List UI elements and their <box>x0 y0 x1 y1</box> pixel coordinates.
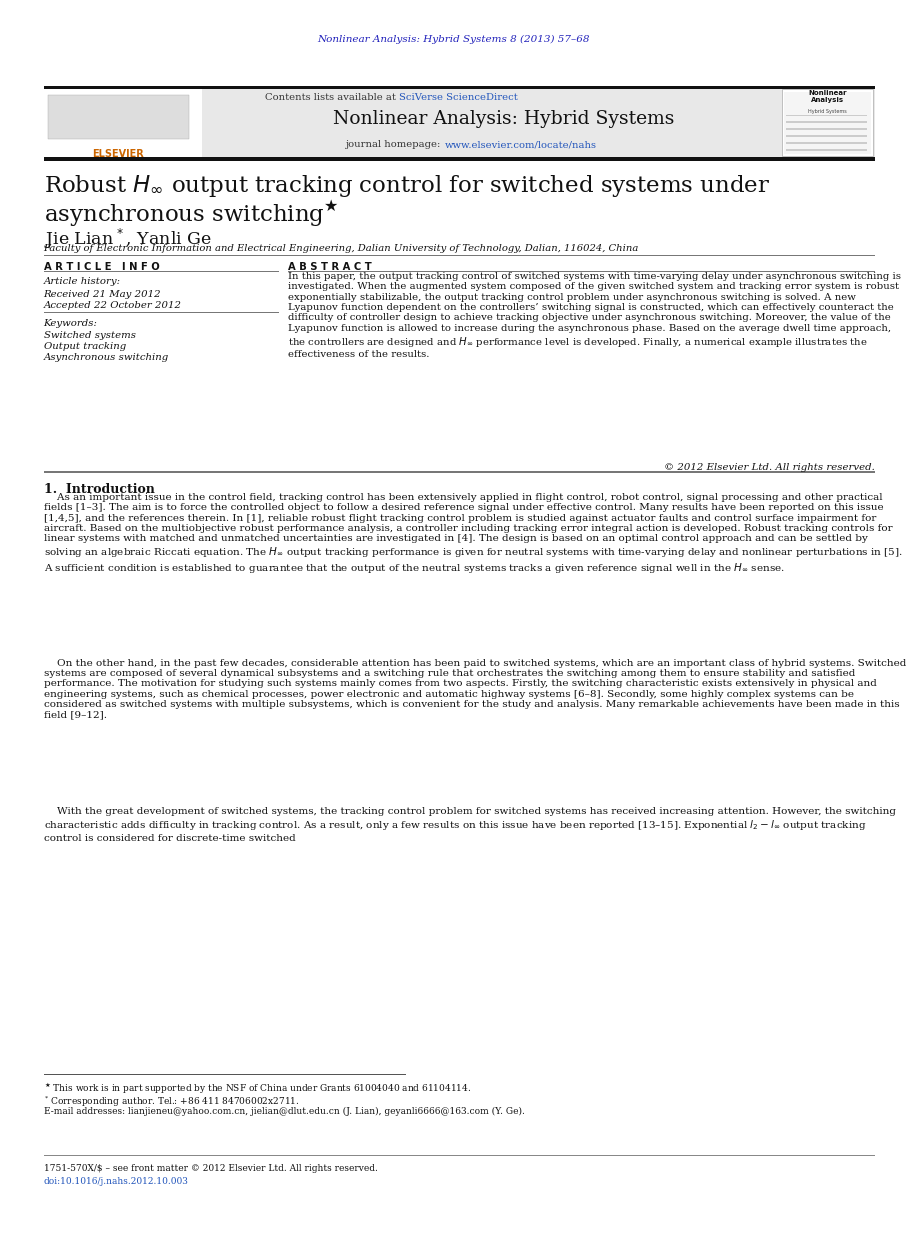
Text: A R T I C L E   I N F O: A R T I C L E I N F O <box>44 262 160 272</box>
Text: Hybrid Systems: Hybrid Systems <box>808 109 846 114</box>
Text: Faculty of Electronic Information and Electrical Engineering, Dalian University : Faculty of Electronic Information and El… <box>44 244 639 253</box>
Text: www.elsevier.com/locate/nahs: www.elsevier.com/locate/nahs <box>444 140 597 150</box>
Text: Nonlinear Analysis: Hybrid Systems: Nonlinear Analysis: Hybrid Systems <box>333 110 674 128</box>
Text: E-mail addresses: lianjieneu@yahoo.com.cn, jielian@dlut.edu.cn (J. Lian), geyanl: E-mail addresses: lianjieneu@yahoo.com.c… <box>44 1107 524 1115</box>
Text: In this paper, the output tracking control of switched systems with time-varying: In this paper, the output tracking contr… <box>288 272 902 359</box>
Bar <box>786 150 867 151</box>
Text: Nonlinear Analysis: Hybrid Systems 8 (2013) 57–68: Nonlinear Analysis: Hybrid Systems 8 (20… <box>317 35 590 43</box>
Bar <box>44 89 202 157</box>
Text: Contents lists available at: Contents lists available at <box>265 93 399 103</box>
Text: Switched systems: Switched systems <box>44 331 135 339</box>
Text: 1751-570X/$ – see front matter © 2012 Elsevier Ltd. All rights reserved.: 1751-570X/$ – see front matter © 2012 El… <box>44 1164 377 1172</box>
Bar <box>44 157 875 161</box>
Bar <box>44 85 875 89</box>
Text: Nonlinear
Analysis: Nonlinear Analysis <box>808 90 846 104</box>
Text: Accepted 22 October 2012: Accepted 22 October 2012 <box>44 301 181 310</box>
Bar <box>786 115 867 116</box>
Text: As an important issue in the control field, tracking control has been extensivel: As an important issue in the control fie… <box>44 493 902 576</box>
Text: doi:10.1016/j.nahs.2012.10.003: doi:10.1016/j.nahs.2012.10.003 <box>44 1177 189 1186</box>
Bar <box>44 255 875 256</box>
Text: © 2012 Elsevier Ltd. All rights reserved.: © 2012 Elsevier Ltd. All rights reserved… <box>665 463 875 472</box>
Bar <box>784 92 871 154</box>
Bar <box>48 95 189 139</box>
Bar <box>786 135 867 137</box>
Text: 1.  Introduction: 1. Introduction <box>44 483 154 496</box>
Text: Robust $H_{\infty}$ output tracking control for switched systems under: Robust $H_{\infty}$ output tracking cont… <box>44 173 770 199</box>
Bar <box>782 89 873 156</box>
Bar <box>44 472 875 473</box>
Text: Article history:: Article history: <box>44 277 121 286</box>
Bar <box>44 89 875 157</box>
Text: Asynchronous switching: Asynchronous switching <box>44 353 169 361</box>
Text: Received 21 May 2012: Received 21 May 2012 <box>44 290 161 298</box>
Text: With the great development of switched systems, the tracking control problem for: With the great development of switched s… <box>44 807 895 843</box>
Bar <box>786 121 867 124</box>
Text: ELSEVIER: ELSEVIER <box>92 149 144 158</box>
Text: journal homepage:: journal homepage: <box>346 140 444 150</box>
Text: asynchronous switching$^{\bigstar}$: asynchronous switching$^{\bigstar}$ <box>44 198 338 228</box>
Bar <box>786 142 867 144</box>
Text: On the other hand, in the past few decades, considerable attention has been paid: On the other hand, in the past few decad… <box>44 659 906 719</box>
Text: SciVerse ScienceDirect: SciVerse ScienceDirect <box>399 93 518 103</box>
Text: Keywords:: Keywords: <box>44 319 97 328</box>
Text: A B S T R A C T: A B S T R A C T <box>288 262 372 272</box>
Text: Output tracking: Output tracking <box>44 342 126 350</box>
Text: Jie Lian$^{\,*}$, Yanli Ge: Jie Lian$^{\,*}$, Yanli Ge <box>44 227 211 250</box>
Text: $^{*}$ Corresponding author. Tel.: +86 411 84706002x2711.: $^{*}$ Corresponding author. Tel.: +86 4… <box>44 1094 299 1109</box>
Bar <box>786 129 867 130</box>
Text: $^{\bigstar}$ This work is in part supported by the NSF of China under Grants 61: $^{\bigstar}$ This work is in part suppo… <box>44 1082 471 1097</box>
